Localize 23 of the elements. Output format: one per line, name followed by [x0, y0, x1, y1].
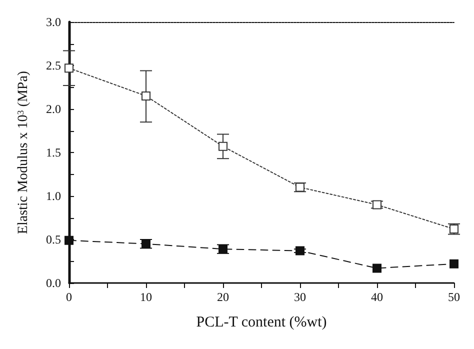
y-tick-label: 1.0 [46, 189, 61, 203]
point [296, 246, 304, 256]
point [372, 264, 382, 273]
x-tick-label: 40 [371, 290, 383, 304]
y-tick-label: 1.5 [46, 146, 61, 160]
x-tick-label: 20 [217, 290, 229, 304]
point [142, 91, 150, 100]
y-tick-label: 2.0 [46, 102, 61, 116]
point [64, 236, 74, 245]
y-tick-label: 0.5 [46, 232, 61, 246]
y-tick-label: 2.5 [46, 58, 61, 72]
point [450, 259, 458, 268]
text: 0.0 [46, 276, 61, 290]
point [64, 64, 74, 73]
x-tick-label: 10 [140, 290, 152, 304]
y-tick-label: 3.0 [46, 15, 61, 29]
x-tick-label: 50 [448, 290, 460, 304]
point [372, 200, 382, 210]
x-tick-label: 30 [294, 290, 306, 304]
x-axis-title: PCL-T content (%wt) [196, 314, 327, 330]
point [218, 142, 228, 151]
x-tick-label: 0 [66, 290, 72, 304]
y-axis-title: Elastic Modulus x 103 (MPa) [16, 70, 31, 234]
